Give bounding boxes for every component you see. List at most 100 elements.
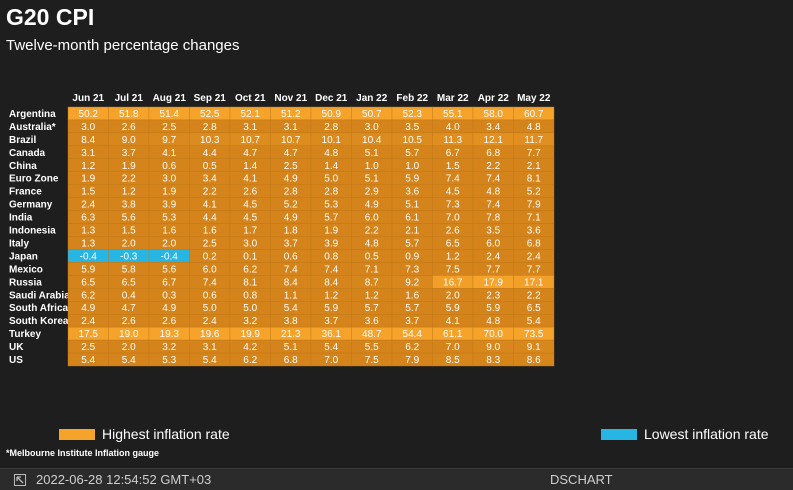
cell-value-label: 4.4: [203, 148, 217, 159]
cell-value-label: 6.8: [527, 238, 541, 249]
row-label: Brazil: [9, 135, 36, 146]
cell-value-label: 7.7: [486, 264, 500, 275]
cell-value-label: 6.8: [284, 355, 298, 366]
cell-value-label: 0.2: [203, 251, 217, 262]
cell-value-label: 6.0: [203, 264, 217, 275]
cell-value-label: 10.5: [403, 135, 423, 146]
row-label: UK: [9, 342, 24, 353]
cell-value-label: 5.0: [243, 303, 257, 314]
legend-swatch-low: [601, 428, 637, 440]
cell-value-label: 4.9: [162, 303, 176, 314]
cell-value-label: 16.7: [443, 277, 463, 288]
cell-value-label: 2.2: [365, 226, 379, 237]
cell-value-label: 2.5: [162, 122, 176, 133]
cell-value-label: 3.7: [324, 316, 338, 327]
cell-value-label: 7.1: [527, 213, 541, 224]
cell-value-label: 1.2: [446, 251, 460, 262]
row-label: Turkey: [9, 329, 41, 340]
cell-value-label: 50.2: [79, 109, 99, 120]
cell-value-label: 2.3: [486, 290, 500, 301]
cell-value-label: 2.2: [122, 174, 136, 185]
cell-value-label: 2.4: [486, 251, 500, 262]
cell-value-label: 7.3: [405, 264, 419, 275]
cell-value-label: 7.9: [405, 355, 419, 366]
cell-value-label: 7.0: [324, 355, 338, 366]
cell-value-label: 2.5: [203, 238, 217, 249]
cell-value-label: 10.7: [281, 135, 301, 146]
footer-source: DSCHART: [550, 472, 613, 487]
cell-value-label: 2.0: [122, 342, 136, 353]
cell-value-label: 1.1: [284, 290, 298, 301]
cell-value-label: 10.4: [362, 135, 382, 146]
cell-value-label: 17.5: [79, 329, 99, 340]
column-header: Nov 21: [274, 93, 307, 104]
column-header: Jul 21: [115, 93, 144, 104]
cell-value-label: 3.8: [284, 316, 298, 327]
cell-value-label: 0.3: [162, 290, 176, 301]
cell-value-label: 1.8: [284, 226, 298, 237]
cell-value-label: 5.7: [405, 303, 419, 314]
cell-value-label: 3.6: [365, 316, 379, 327]
cell-value-label: 17.9: [484, 277, 504, 288]
cell-value-label: 52.3: [403, 109, 423, 120]
cell-value-label: 4.1: [203, 200, 217, 211]
cell-value-label: 3.0: [243, 238, 257, 249]
cell-value-label: 50.7: [362, 109, 382, 120]
cell-value-label: 2.4: [81, 316, 95, 327]
row-label: Australia*: [9, 122, 56, 133]
cell-value-label: 3.5: [486, 226, 500, 237]
cell-value-label: 6.7: [446, 148, 460, 159]
cell-value-label: 70.0: [484, 329, 504, 340]
cell-value-label: 6.5: [446, 238, 460, 249]
column-header: Oct 21: [235, 93, 266, 104]
cell-value-label: 4.1: [243, 174, 257, 185]
cell-value-label: 5.0: [203, 303, 217, 314]
row-label: US: [9, 355, 23, 366]
cell-value-label: 7.7: [527, 148, 541, 159]
cell-value-label: 5.3: [324, 200, 338, 211]
cell-value-label: 4.8: [365, 238, 379, 249]
cell-value-label: 9.1: [527, 342, 541, 353]
cell-value-label: 3.1: [203, 342, 217, 353]
row-label: Germany: [9, 200, 53, 211]
cell-value-label: 0.1: [243, 251, 257, 262]
cell-value-label: 4.9: [81, 303, 95, 314]
cell-value-label: 8.7: [365, 277, 379, 288]
legend-label-high: Highest inflation rate: [102, 426, 230, 442]
cell-value-label: 1.5: [81, 187, 95, 198]
cell-value-label: 7.4: [486, 200, 500, 211]
cell-value-label: 7.8: [486, 213, 500, 224]
cell-value-label: 8.5: [446, 355, 460, 366]
cell-value-label: 3.5: [405, 122, 419, 133]
cell-value-label: 19.0: [119, 329, 139, 340]
cell-value-label: 2.0: [122, 238, 136, 249]
cell-value-label: 4.5: [243, 200, 257, 211]
cell-value-label: 1.2: [122, 187, 136, 198]
cell-value-label: 1.3: [81, 238, 95, 249]
cell-value-label: 5.9: [446, 303, 460, 314]
cell-value-label: 2.5: [284, 161, 298, 172]
cell-value-label: 5.7: [365, 303, 379, 314]
cell-value-label: 5.1: [405, 200, 419, 211]
cell-value-label: 3.0: [162, 174, 176, 185]
cell-value-label: 51.4: [160, 109, 180, 120]
cell-value-label: 6.5: [81, 277, 95, 288]
column-header: Aug 21: [153, 93, 187, 104]
cell-value-label: 7.4: [284, 264, 298, 275]
cell-value-label: 2.4: [81, 200, 95, 211]
cell-value-label: 4.8: [324, 148, 338, 159]
cell-value-label: 61.1: [443, 329, 463, 340]
cell-value-label: 5.3: [162, 213, 176, 224]
cell-value-label: 2.8: [324, 187, 338, 198]
cell-value-label: 4.9: [284, 213, 298, 224]
cell-value-label: 5.6: [162, 264, 176, 275]
cell-value-label: 5.1: [365, 148, 379, 159]
cell-value-label: 7.5: [446, 264, 460, 275]
cell-value-label: 1.2: [81, 161, 95, 172]
cell-value-label: 19.6: [200, 329, 220, 340]
dschart-logo-icon: [14, 473, 26, 486]
cell-value-label: 6.0: [365, 213, 379, 224]
cell-value-label: 5.9: [405, 174, 419, 185]
cell-value-label: 5.7: [324, 213, 338, 224]
cell-value-label: 9.0: [122, 135, 136, 146]
